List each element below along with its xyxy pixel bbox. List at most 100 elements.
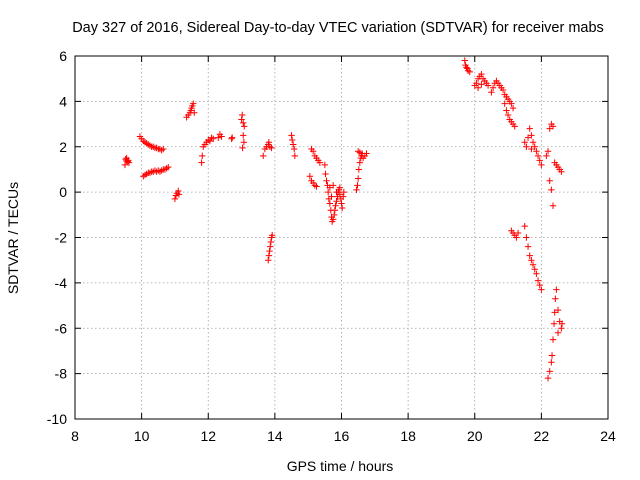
x-tick-label: 24 <box>600 428 616 444</box>
data-point <box>289 141 297 148</box>
data-point <box>473 80 480 87</box>
data-point <box>355 166 363 173</box>
x-tick-label: 12 <box>200 428 216 444</box>
data-point <box>521 139 528 146</box>
x-tick-label: 8 <box>71 428 79 444</box>
x-tick-label: 18 <box>400 428 416 444</box>
data-point <box>239 111 246 119</box>
data-point <box>240 119 247 127</box>
data-point <box>265 256 272 264</box>
data-point <box>478 81 485 88</box>
data-point <box>267 243 274 250</box>
data-point <box>338 200 345 207</box>
data-point <box>229 134 236 141</box>
y-tick-label: 0 <box>59 184 67 200</box>
data-point <box>190 100 197 107</box>
y-tick-label: -4 <box>55 275 68 291</box>
data-point <box>503 107 510 114</box>
data-point <box>523 143 530 150</box>
y-tick-label: -10 <box>47 411 67 427</box>
data-point <box>260 152 267 160</box>
data-point <box>533 270 540 277</box>
data-point <box>548 359 555 366</box>
data-point <box>215 134 222 141</box>
data-point <box>338 204 346 212</box>
data-point <box>533 148 540 155</box>
data-point <box>528 145 535 153</box>
y-tick-label: -2 <box>55 230 68 246</box>
data-point <box>526 252 533 259</box>
x-tick-label: 10 <box>134 428 150 444</box>
data-point <box>175 191 183 198</box>
data-point <box>265 252 273 259</box>
data-point <box>363 150 370 157</box>
data-point <box>354 182 361 189</box>
data-point <box>521 222 528 230</box>
x-tick-label: 14 <box>267 428 283 444</box>
data-point <box>546 125 553 132</box>
data-point <box>528 132 535 139</box>
data-point <box>288 136 296 144</box>
data-point <box>554 306 562 314</box>
data-point <box>549 123 557 130</box>
data-point <box>123 157 130 165</box>
data-point <box>240 139 248 146</box>
data-point <box>322 170 329 178</box>
data-point <box>549 202 557 209</box>
data-point <box>288 132 295 139</box>
data-point <box>552 295 559 302</box>
data-point <box>354 175 362 182</box>
plot-frame <box>74 55 609 420</box>
data-point <box>536 157 543 164</box>
data-point <box>534 277 542 284</box>
data-point <box>529 139 537 146</box>
data-point <box>538 161 545 169</box>
data-point <box>526 125 533 132</box>
data-point <box>333 198 340 205</box>
data-point <box>489 84 497 91</box>
data-point <box>524 243 532 250</box>
data-point <box>523 234 530 241</box>
data-point <box>228 135 235 143</box>
data-point <box>265 139 273 146</box>
x-tick-label: 16 <box>334 428 350 444</box>
data-point <box>330 211 338 219</box>
data-point <box>353 186 360 194</box>
data-point <box>336 191 344 198</box>
x-tick-label: 22 <box>534 428 550 444</box>
data-point <box>269 232 276 239</box>
data-point <box>548 352 556 359</box>
data-point <box>336 184 344 191</box>
data-point <box>333 188 340 196</box>
data-point <box>531 266 538 273</box>
data-point <box>461 57 468 64</box>
data-point <box>171 195 179 203</box>
data-point <box>306 173 314 180</box>
data-point <box>332 202 339 209</box>
data-point <box>509 104 517 112</box>
data-point <box>536 281 543 289</box>
data-point <box>165 163 172 171</box>
data-point <box>511 123 518 130</box>
data-point <box>558 325 565 332</box>
data-point <box>321 161 329 169</box>
data-point <box>538 286 545 293</box>
chart-title: Day 327 of 2016, Sidereal Day-to-day VTE… <box>72 20 604 36</box>
data-point <box>160 145 167 153</box>
data-point <box>175 187 182 195</box>
data-point <box>544 148 552 155</box>
data-point <box>548 186 555 194</box>
data-point <box>340 188 348 196</box>
data-point <box>488 89 495 96</box>
data-point <box>240 132 247 139</box>
x-tick-label: 20 <box>467 428 483 444</box>
data-point <box>290 145 298 153</box>
data-point <box>266 247 273 255</box>
data-point <box>531 143 538 150</box>
data-point <box>329 216 337 223</box>
data-point <box>484 82 492 89</box>
y-tick-label: -8 <box>55 366 68 382</box>
data-point <box>546 177 553 184</box>
data-point <box>463 64 470 71</box>
